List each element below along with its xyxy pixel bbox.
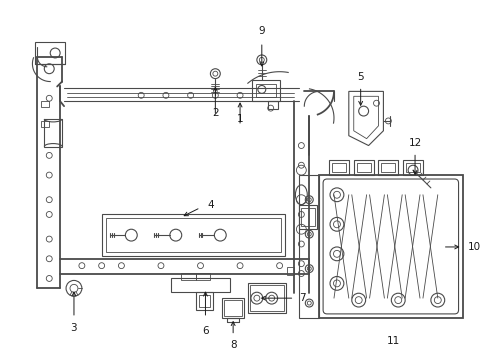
Text: 5: 5 — [357, 72, 364, 82]
Bar — [378, 160, 398, 175]
Bar — [381, 163, 395, 172]
Text: 2: 2 — [212, 108, 219, 118]
Bar — [106, 219, 281, 252]
Text: 12: 12 — [409, 138, 422, 148]
Bar — [299, 175, 319, 318]
Bar — [299, 204, 317, 229]
Bar — [319, 175, 463, 318]
Text: 1: 1 — [237, 114, 244, 124]
Text: 3: 3 — [71, 323, 77, 333]
Text: 4: 4 — [207, 199, 214, 210]
Bar — [181, 273, 196, 280]
Bar — [252, 80, 280, 101]
Text: 6: 6 — [202, 326, 209, 336]
Text: 7: 7 — [299, 293, 306, 303]
Bar — [357, 163, 370, 172]
Bar — [196, 292, 213, 310]
Bar — [41, 121, 49, 127]
Text: 10: 10 — [467, 242, 481, 252]
Bar — [354, 160, 373, 175]
Bar — [222, 298, 244, 318]
Bar — [41, 101, 49, 107]
Bar — [268, 101, 278, 109]
Bar — [287, 267, 294, 275]
Bar — [248, 283, 286, 313]
Bar — [101, 215, 285, 256]
Text: 8: 8 — [230, 339, 237, 350]
Bar — [198, 295, 210, 307]
Bar — [332, 163, 346, 172]
Bar — [196, 273, 210, 280]
Bar — [224, 300, 242, 316]
Bar — [44, 119, 62, 147]
Bar — [171, 278, 230, 292]
Text: 11: 11 — [387, 336, 400, 346]
Bar — [329, 160, 349, 175]
Bar — [403, 160, 423, 175]
Bar — [301, 208, 315, 226]
Bar — [35, 42, 65, 64]
Text: 9: 9 — [259, 26, 265, 36]
Bar — [256, 84, 276, 97]
Bar — [250, 285, 284, 311]
Bar — [406, 163, 420, 172]
